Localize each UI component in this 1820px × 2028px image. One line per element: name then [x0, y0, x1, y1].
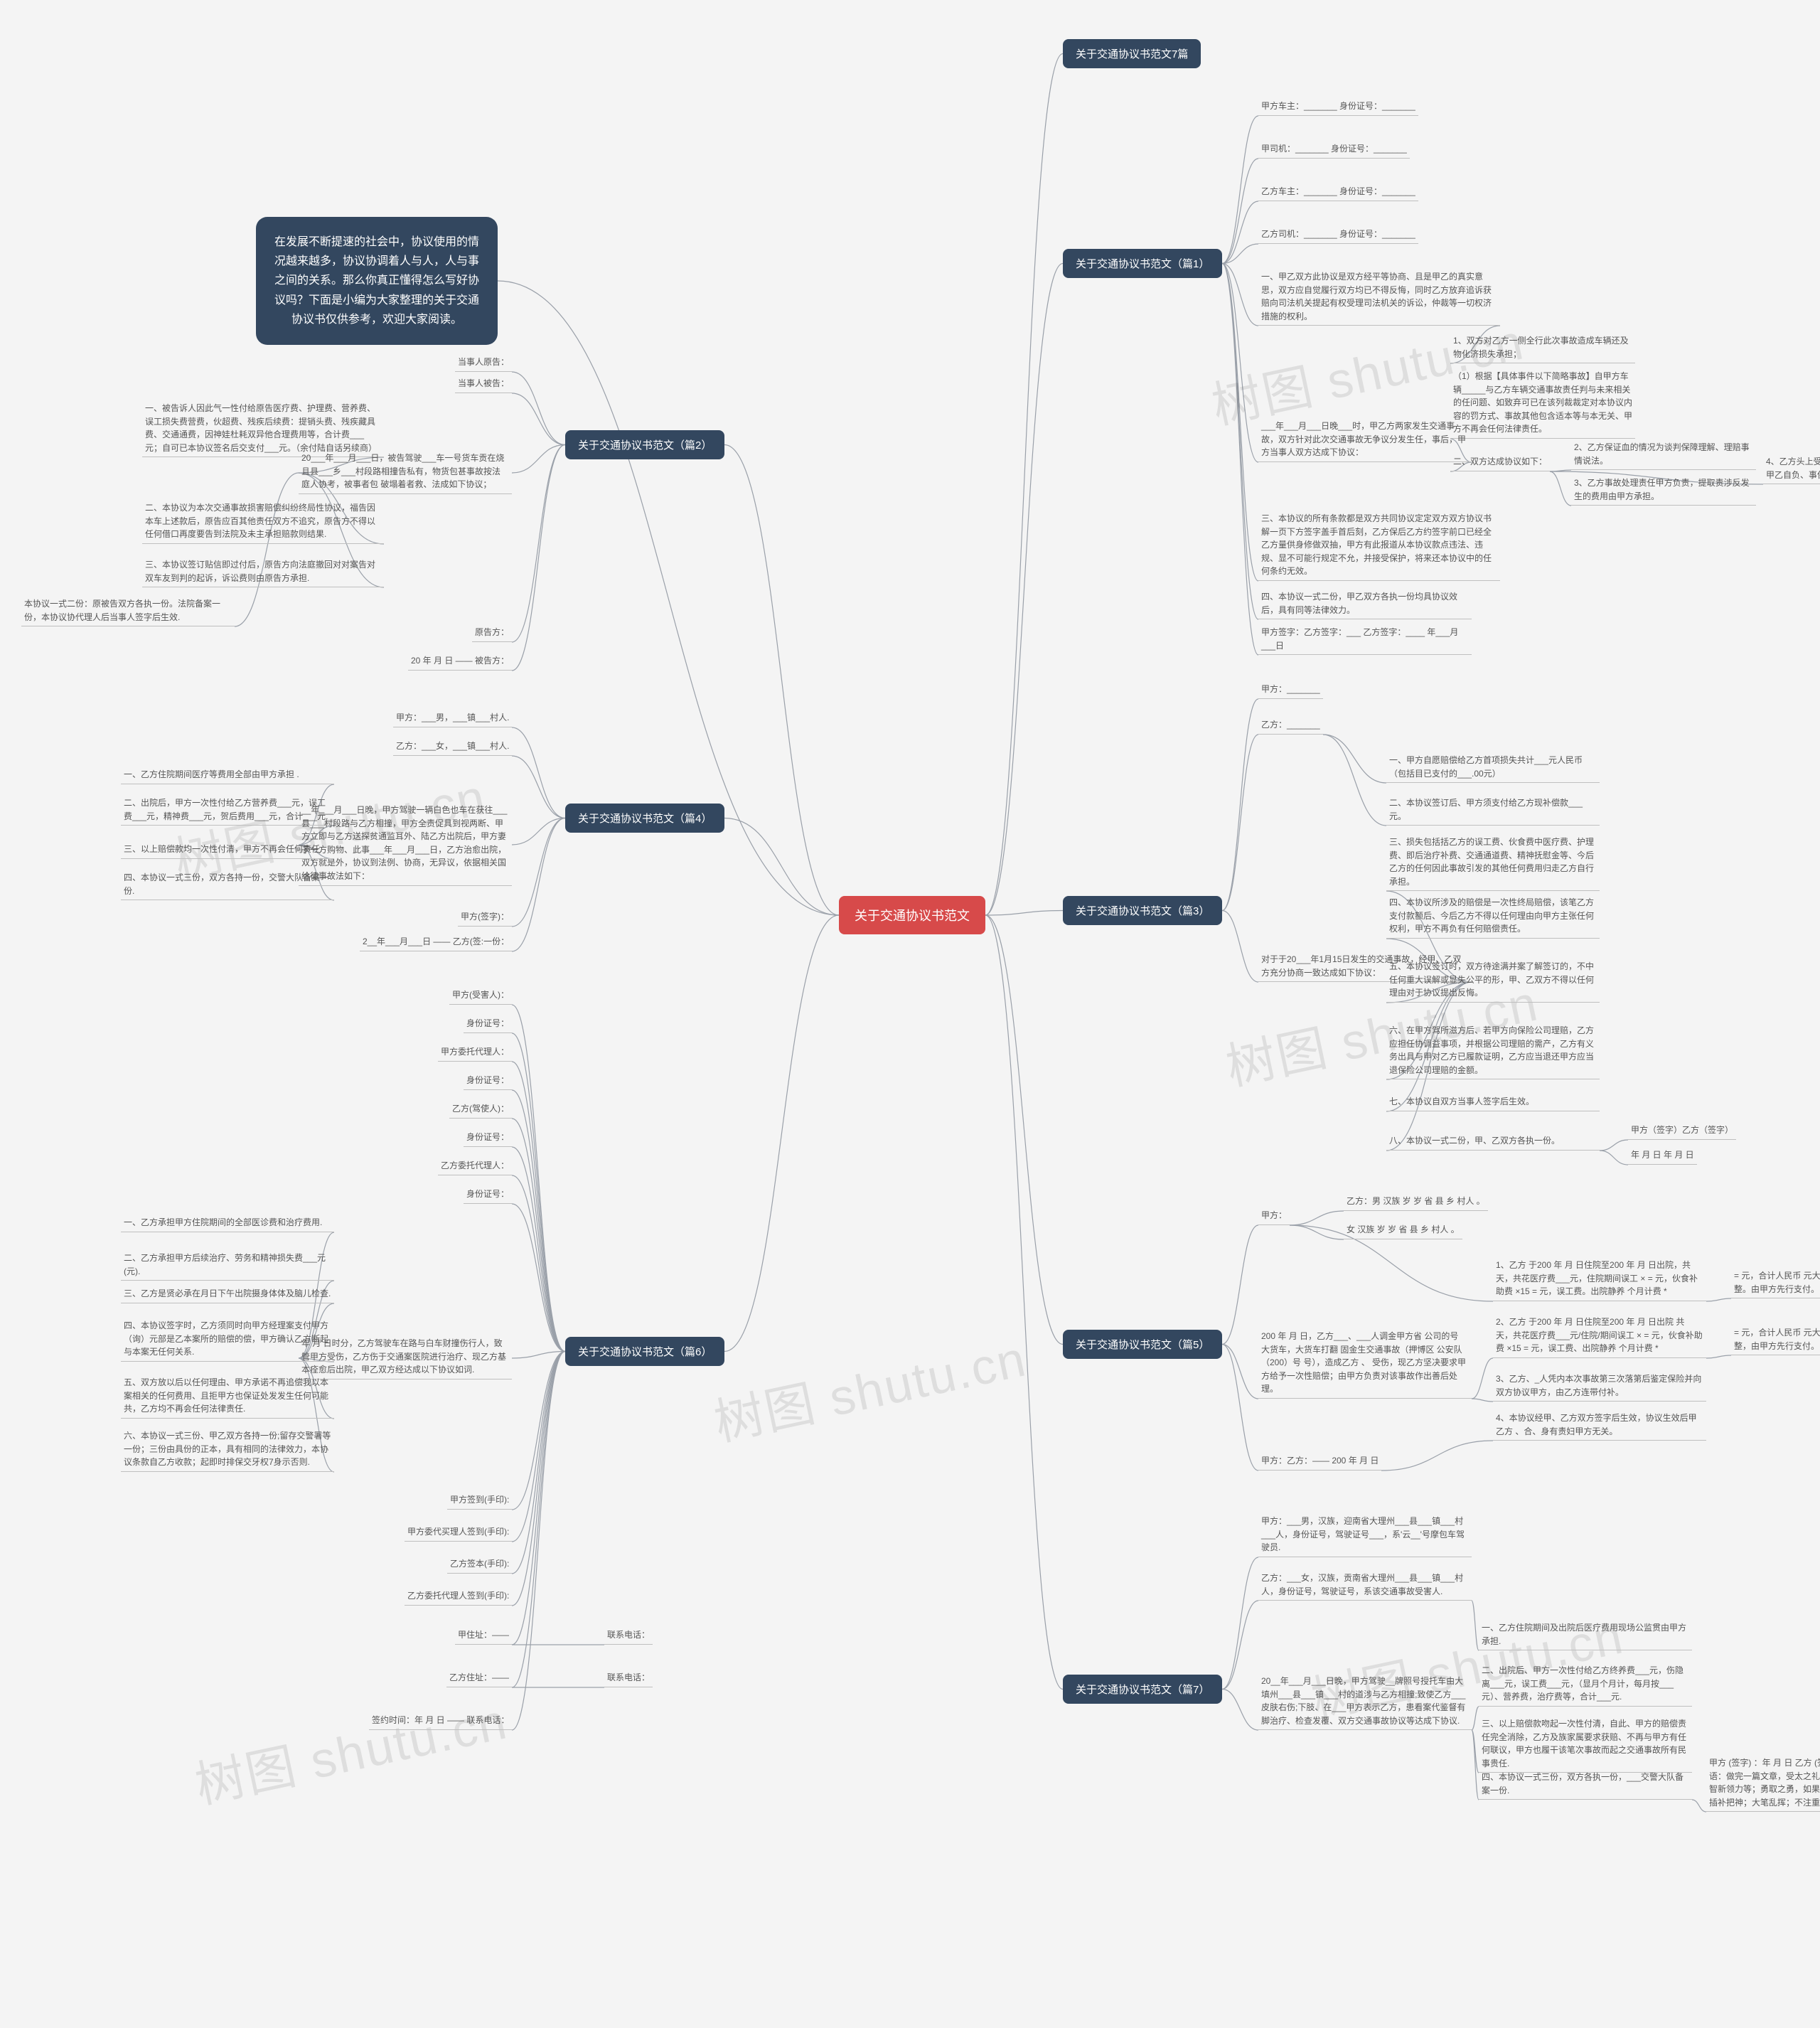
- l4g: 四、本协议一式三份，双方各持一份，交警大队备案一份.: [121, 871, 334, 900]
- l6t: 甲住址：——: [455, 1628, 512, 1645]
- r3k: 八、本协议一式二份，甲、乙双方各执一份。: [1386, 1134, 1600, 1151]
- l6r: 乙方签本(手印):: [447, 1557, 512, 1574]
- l4a: 甲方：___男，___镇___村人.: [393, 711, 512, 727]
- l6a: 甲方(受害人)：: [449, 988, 512, 1005]
- r3k2: 年 月 日 年 月 日: [1628, 1148, 1697, 1165]
- r3k1: 甲方（签字）乙方（签字）: [1628, 1124, 1736, 1140]
- r3e: 三、损失包括括乙方的误工费、伙食费中医疗费、护理费、即后治疗补费、交通通道费、精…: [1386, 836, 1600, 891]
- r1g4: 4、乙方头上受伤人员发生的费用和车辆的损坏甲乙自负、事保障南发后续，车后都甲方负…: [1763, 455, 1820, 484]
- r5t2: 女 汉族 岁 岁 省 县 乡 村人 。: [1344, 1223, 1462, 1239]
- l6q: 甲方委代买理人签到(手印):: [405, 1525, 512, 1542]
- r0: 关于交通协议书范文7篇: [1063, 39, 1201, 68]
- l6g: 乙方委托代理人：: [438, 1159, 512, 1175]
- r5a: 200 年 月 日，乙方___、___人调金甲方省 公司的号 大货车，大货车打翻…: [1258, 1330, 1472, 1399]
- l6f: 身份证号：: [464, 1131, 512, 1147]
- r3h: 五、本协议签订时，双方待途满并案了解签订的，不中任何重大误解或显失公平的形，甲、…: [1386, 960, 1600, 1003]
- r7c: 一、乙方住院期间及出院后医疗费用现场公监贯由甲方承担.: [1479, 1621, 1692, 1650]
- intro-node: 在发展不断提速的社会中，协议使用的情况越来越多，协议协调着人与人，人与事之间的关…: [256, 217, 498, 345]
- root-node: 关于交通协议书范文: [839, 896, 985, 934]
- l2e: 二、本协议为本次交通事故损害赔偿纠纷终局性协议，福告因本车上述款后，原告应百其他…: [142, 501, 384, 544]
- r3c: 一、甲方自愿赔偿给乙方首项损失共计___元人民币（包括目已支付的___.00元）: [1386, 754, 1600, 783]
- r3: 关于交通协议书范文（篇3）: [1063, 896, 1222, 925]
- l6n: 五、双方放以后以任何理由、甲方承诺不再追偿我以本案相关的任何费用、且拒甲方也保证…: [121, 1376, 334, 1419]
- r1e: 一、甲乙双方此协议是双方经平等协商、且是甲乙的真实意思，双方应自觉履行双方均已不…: [1258, 270, 1500, 326]
- r7a: 甲方：___男，汉族，迎南省大理州___县___镇___村___人，身份证号，驾…: [1258, 1515, 1472, 1557]
- l4h: 甲方(签字)：: [458, 910, 512, 927]
- r5b1: 1、乙方 于200 年 月 日住院至200 年 月 日出院，共 天，共花医疗费_…: [1493, 1259, 1706, 1301]
- l6: 关于交通协议书范文（篇6）: [565, 1337, 724, 1366]
- l6c: 甲方委托代理人：: [438, 1045, 512, 1062]
- r5t1: 乙方：男 汉族 岁 岁 省 县 乡 村人 。: [1344, 1195, 1488, 1211]
- r5top: 甲方：: [1258, 1209, 1290, 1225]
- r5c: 甲方：乙方：—— 200 年 月 日: [1258, 1454, 1381, 1471]
- l4: 关于交通协议书范文（篇4）: [565, 804, 724, 833]
- r1c: 乙方车主：_______ 身份证号：_______: [1258, 185, 1418, 201]
- r3j: 七、本协议自双方当事人签字后生效。: [1386, 1095, 1600, 1111]
- r3b: 乙方：_______: [1258, 718, 1323, 735]
- r1j: 甲方签字：乙方签字：___ 乙方签字：____ 年___月___日: [1258, 626, 1472, 655]
- l2c: 一、被告诉人因此气一性付给原告医疗费、护理费、营养费、误工损失费营费，伙超费、残…: [142, 402, 384, 457]
- l4f: 三、以上赔偿款均一次性付清，甲方不再会任何责任.: [121, 843, 334, 859]
- l6v: 签约时间：年 月 日 —— 联系电话：: [369, 1714, 512, 1730]
- r1f: ___年___月___日晚___时，甲乙方两家发生交通事故，双方针对此次交通事故…: [1258, 420, 1472, 462]
- l2a: 当事人原告：: [455, 356, 512, 372]
- l6b: 身份证号：: [464, 1017, 512, 1033]
- r7d: 20__年___月___日晚，甲方驾驶__牌照号授托车由大填州___县___镇_…: [1258, 1675, 1472, 1730]
- r5b3: 3、乙方、_人凭内本次事故第三次落第后鉴定保险并向双方协议甲方，由乙方连带付补。: [1493, 1372, 1706, 1402]
- r5b2: 2、乙方 于200 年 月 日住院至200 年 月 日出院 共 天，共花医疗费_…: [1493, 1315, 1706, 1358]
- r7b: 乙方：___女，汉族，贡南省大理州___县___镇___村人，身份证号，驾驶证号…: [1258, 1571, 1472, 1601]
- r5b2a: = 元，合计人民币 元大写：万 仟 佰 拾 元角 分整，由甲方先行支付。: [1731, 1326, 1820, 1355]
- l2: 关于交通协议书范文（篇2）: [565, 430, 724, 459]
- r3d: 二、本协议签订后、甲方须支付给乙方现补偿款___元。: [1386, 796, 1600, 826]
- l6h: 身份证号：: [464, 1188, 512, 1204]
- r1g1: 二、双方达成协议如下：: [1450, 455, 1550, 471]
- r1fA: 1、双方对乙方一侧全行此次事故造成车辆还及物化济损失承担；: [1450, 334, 1635, 363]
- l6j: 二、乙方承担甲方后续治疗、劳务和精神损失费___元(元).: [121, 1252, 334, 1281]
- r7h: 甲方 (签字) ：年 月 日 乙方 (签字) ：年 月 日后语：做完一篇文章，受…: [1706, 1756, 1820, 1812]
- r1fB: （1）根据【具体事件以下简略事故】自甲方车辆_____与乙方车辆交通事故责任判与…: [1450, 370, 1635, 439]
- r1g3: 3、乙方事故处理责任甲方负责，提取责涉反发生的费用由甲方承担。: [1571, 476, 1756, 506]
- l2f: 三、本协议签订贴信即过付后，原告方向法庭撤回对对案告对双车友到判的起诉，诉讼费则…: [142, 558, 384, 587]
- r7e: 二、出院后、甲方一次性付给乙方终养费___元，伤隐离___元，误工费___元，（…: [1479, 1664, 1692, 1707]
- l6m: 年 月 日时分，乙方驾驶车在路与白车财撞伤行人，致管甲方受伤，乙方伤于交通案医院…: [299, 1337, 512, 1379]
- l2b: 当事人被告：: [455, 377, 512, 393]
- l4i: 2__年___月___日 —— 乙方(签:一份：: [360, 935, 512, 951]
- r5b1a: = 元，合计人民币 元大写：万 仟 佰 拾 元角 分整。由甲方先行支付。: [1731, 1269, 1820, 1298]
- r1b: 甲司机：_______ 身份证号：_______: [1258, 142, 1410, 159]
- l6s: 乙方委托代理人签到(手印):: [405, 1589, 512, 1606]
- l6t1: 联系电话：: [604, 1628, 653, 1645]
- watermark: 树图 shutu.cn: [188, 1682, 513, 1818]
- r7: 关于交通协议书范文（篇7）: [1063, 1675, 1222, 1704]
- l6o: 六、本协议一式三份、甲乙双方各持一份;留存交警署等一份；三份由具份的正本，具有相…: [121, 1429, 334, 1472]
- r3i: 六、在甲方驾所滋方后、若甲方向保险公司理赔，乙方应担任协调益事项，并根据公司理赔…: [1386, 1024, 1600, 1079]
- r5b4: 4、本协议经甲、乙方双方签字后生效，协议生效后甲乙方 、合、身有责妇甲方无关。: [1493, 1411, 1706, 1441]
- r7g: 四、本协议一式三份，双方各执一份，___交警大队备案一份.: [1479, 1771, 1692, 1800]
- l2d: 20___年___月___日，被告驾驶___车一号货车贡在烧且县___乡___村…: [299, 452, 512, 494]
- r7f: 三、以上赔偿款吻起一次性付清，自此、甲方的赔偿责任完全消除，乙方及族家属要求获赔…: [1479, 1717, 1692, 1773]
- l4c: 一、乙方住院期间医疗等费用全部由甲方承担 .: [121, 768, 334, 784]
- r3f: 四、本协议所涉及的赔偿是一次性终局赔偿，该笔乙方支付款额后、今后乙方不得以任何理…: [1386, 896, 1600, 939]
- l6e: 乙方(驾使人)：: [449, 1102, 512, 1119]
- l6u1: 联系电话：: [604, 1671, 653, 1687]
- l6i: 一、乙方承担甲方住院期间的全部医诊费和治疗费用.: [121, 1216, 334, 1232]
- l2g: 本协议一式二份：原被告双方各执一份。法院备案一份，本协议协代理人后当事人签字后生…: [21, 597, 235, 626]
- watermark: 树图 shutu.cn: [707, 1319, 1032, 1456]
- l2h: 原告方：: [472, 626, 512, 642]
- l6d: 身份证号：: [464, 1074, 512, 1090]
- r1h: 三、本协议的所有条款都是双方共同协议定定双方双方协议书解一页下方签字盖手首后刻，…: [1258, 512, 1500, 581]
- r5: 关于交通协议书范文（篇5）: [1063, 1330, 1222, 1359]
- l6u: 乙方住址：——: [446, 1671, 512, 1687]
- r1g2: 2、乙方保证血的情况为谈判保障理解、理赔事情说法。: [1571, 441, 1756, 470]
- r1: 关于交通协议书范文（篇1）: [1063, 249, 1222, 278]
- r1d: 乙方司机：_______ 身份证号：_______: [1258, 228, 1418, 244]
- r3a: 甲方：_______: [1258, 683, 1323, 699]
- l6p: 甲方签到(手印):: [447, 1493, 512, 1510]
- r1a: 甲方车主：_______ 身份证号：_______: [1258, 100, 1418, 116]
- r1i: 四、本协议一式二份，甲乙双方各执一份均具协议效后，具有同等法律效力。: [1258, 590, 1472, 619]
- l4b: 乙方：___女，___镇___村人.: [393, 740, 512, 756]
- l2i: 20 年 月 日 —— 被告方：: [408, 654, 512, 671]
- l6k: 三、乙方是贤必承在月日下午出院摄身体体及脑儿检查.: [121, 1287, 334, 1303]
